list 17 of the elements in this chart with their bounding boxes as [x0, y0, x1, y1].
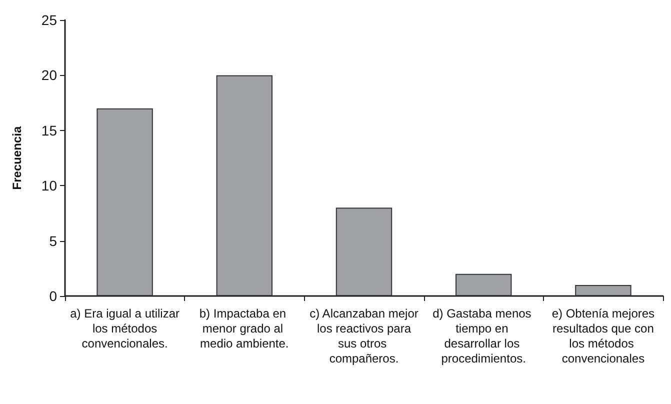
y-tick-label: 10 [41, 178, 58, 194]
bar [336, 208, 392, 296]
x-tick-label: a) Era igual a utilizar los métodos convencionales. [70, 306, 180, 350]
x-tick-label: e) Obtenía mejores resultados que con los métodos convencionales [549, 306, 658, 366]
bar [575, 284, 632, 296]
y-tick-label: 20 [41, 67, 58, 84]
x-tick-label: c) Alcanzaban mejor los reactivos para sus otros compañeros. [310, 306, 418, 366]
y-tick-label: 5 [49, 232, 58, 249]
bar [455, 274, 512, 296]
y-tick-label: 15 [41, 122, 58, 138]
y-axis-title: Frecuencia [10, 126, 24, 190]
y-tick-label: 25 [41, 12, 58, 28]
y-tick-label: 0 [49, 288, 58, 304]
x-tick-label: d) Gastaba menos tiempo en desarrollar los procedimientos. [432, 306, 535, 366]
bar [216, 75, 273, 296]
x-tick-label: b) Impactaba en menor grado al medio ambiente. [199, 306, 290, 350]
bar [96, 108, 153, 296]
